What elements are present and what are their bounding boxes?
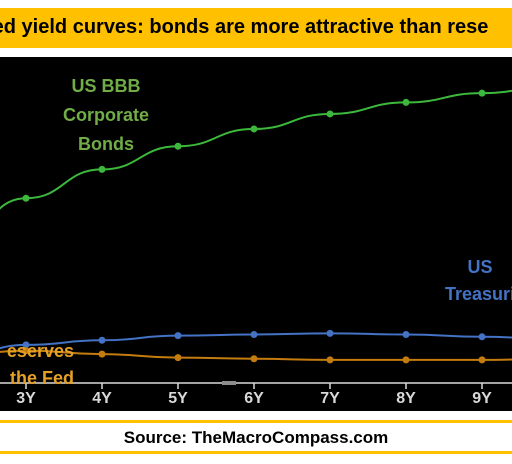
treasuries-label-line-1: US — [467, 257, 492, 277]
treasuries-point-3Y — [22, 341, 30, 349]
treasuries-point-6Y — [250, 331, 258, 339]
x-tick-label-9Y: 9Y — [472, 390, 492, 407]
scroll-handle — [222, 381, 236, 385]
x-tick-label-8Y: 8Y — [396, 390, 416, 407]
x-tick-label-3Y: 3Y — [16, 390, 36, 407]
source-text: Source: TheMacroCompass.com — [123, 428, 389, 447]
corporate-bonds-point-7Y — [326, 110, 334, 118]
treasuries-point-5Y — [174, 332, 182, 340]
corporate-bonds-line — [0, 89, 512, 210]
x-tick-label-4Y: 4Y — [92, 390, 112, 407]
reserves-point-5Y — [174, 354, 182, 362]
corporate-bonds-label-line-1: US BBB — [71, 76, 140, 96]
corporate-bonds-label-line-3: Bonds — [78, 134, 134, 154]
corporate-bonds-point-5Y — [174, 142, 182, 150]
yield-curve-chart: US BBB Corporate Bonds US Treasuri eserves the… — [0, 76, 512, 407]
corporate-bonds-point-6Y — [250, 125, 258, 133]
treasuries-point-8Y — [402, 331, 410, 339]
treasuries-point-4Y — [98, 336, 106, 344]
x-tick-label-6Y: 6Y — [244, 390, 264, 407]
corporate-bonds-point-8Y — [402, 98, 410, 106]
title-banner: ted yield curves: bonds are more attract… — [0, 8, 512, 48]
reserves-point-4Y — [98, 350, 106, 358]
corporate-bonds-point-9Y — [478, 89, 486, 97]
x-tick-label-7Y: 7Y — [320, 390, 340, 407]
reserves-label-line-1: eserves — [7, 341, 74, 361]
reserves-point-3Y — [22, 347, 30, 355]
reserves-label-line-2: the Fed — [10, 368, 74, 388]
corporate-bonds-label-line-2: Corporate — [63, 105, 149, 125]
reserves-point-8Y — [402, 356, 410, 364]
corporate-bonds-point-3Y — [22, 194, 30, 202]
chart-title: ted yield curves: bonds are more attract… — [0, 16, 489, 38]
chart-area: US BBB Corporate Bonds US Treasuri eserves the… — [0, 57, 512, 411]
reserves-point-9Y — [478, 356, 486, 364]
reserves-point-7Y — [326, 356, 334, 364]
corporate-bonds-point-4Y — [98, 165, 106, 173]
treasuries-point-7Y — [326, 329, 334, 337]
treasuries-label-line-2: Treasuri — [445, 284, 512, 304]
reserves-point-6Y — [250, 355, 258, 363]
x-tick-label-5Y: 5Y — [168, 390, 188, 407]
source-banner: Source: TheMacroCompass.com — [0, 420, 512, 454]
treasuries-point-9Y — [478, 333, 486, 341]
